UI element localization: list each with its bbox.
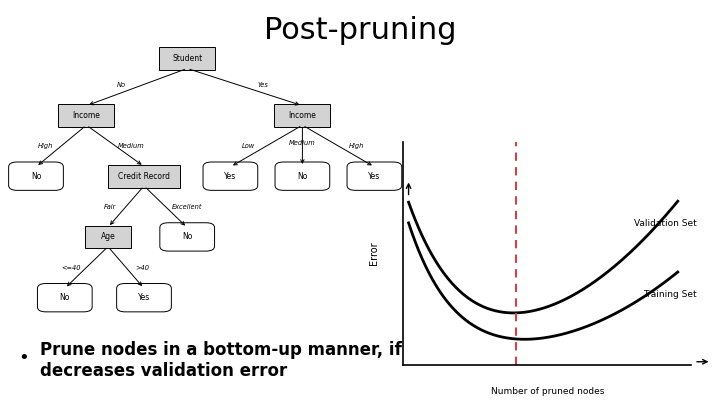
Text: Number of pruned nodes: Number of pruned nodes xyxy=(490,387,604,396)
Text: Post-pruning: Post-pruning xyxy=(264,16,456,45)
FancyBboxPatch shape xyxy=(160,223,215,251)
Text: Student: Student xyxy=(172,54,202,63)
Text: Yes: Yes xyxy=(224,172,237,181)
Text: Medium: Medium xyxy=(289,140,316,146)
Text: Fair: Fair xyxy=(104,204,117,209)
FancyBboxPatch shape xyxy=(274,104,330,127)
Text: No: No xyxy=(297,172,307,181)
Text: Income: Income xyxy=(73,111,100,120)
Text: Prune nodes in a bottom-up manner, if it: Prune nodes in a bottom-up manner, if it xyxy=(40,341,420,359)
Text: decreases validation error: decreases validation error xyxy=(40,362,287,379)
Text: Excellent: Excellent xyxy=(172,204,202,210)
FancyBboxPatch shape xyxy=(159,47,215,70)
FancyBboxPatch shape xyxy=(117,284,171,312)
Text: Age: Age xyxy=(101,232,115,241)
Text: Credit Record: Credit Record xyxy=(118,172,170,181)
Text: High: High xyxy=(348,143,364,149)
Text: No: No xyxy=(117,82,125,88)
Text: Medium: Medium xyxy=(117,143,145,149)
FancyBboxPatch shape xyxy=(9,162,63,190)
Text: Training Set: Training Set xyxy=(644,290,697,298)
FancyBboxPatch shape xyxy=(347,162,402,190)
FancyBboxPatch shape xyxy=(37,284,92,312)
Text: High: High xyxy=(37,143,53,149)
Text: No: No xyxy=(60,293,70,302)
Text: Validation Set: Validation Set xyxy=(634,219,697,228)
FancyBboxPatch shape xyxy=(85,226,132,248)
FancyBboxPatch shape xyxy=(108,165,180,188)
Text: No: No xyxy=(31,172,41,181)
FancyBboxPatch shape xyxy=(203,162,258,190)
FancyBboxPatch shape xyxy=(58,104,114,127)
Text: >40: >40 xyxy=(135,264,149,271)
Text: No: No xyxy=(182,232,192,241)
Text: Low: Low xyxy=(242,143,255,149)
Text: Yes: Yes xyxy=(138,293,150,302)
Text: <=40: <=40 xyxy=(60,264,81,271)
Text: Error: Error xyxy=(369,241,379,265)
Text: •: • xyxy=(18,350,29,367)
Text: Yes: Yes xyxy=(368,172,381,181)
FancyBboxPatch shape xyxy=(275,162,330,190)
Text: Income: Income xyxy=(289,111,316,120)
Text: Yes: Yes xyxy=(257,82,269,88)
